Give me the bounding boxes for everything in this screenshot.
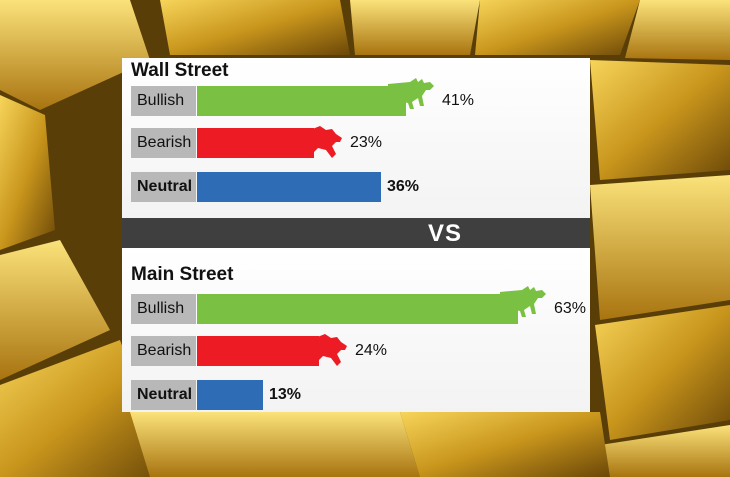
bar-bullish	[197, 294, 518, 324]
row-label: Neutral	[131, 380, 196, 410]
sentiment-panel: Wall Street Bullish 41% Bearish 23% Neut…	[122, 58, 590, 412]
bear-icon	[301, 334, 347, 366]
bear-icon	[296, 126, 342, 158]
pct-label: 41%	[442, 92, 475, 109]
section-title: Wall Street	[131, 60, 229, 81]
bar-neutral	[197, 380, 263, 410]
section-title: Main Street	[131, 264, 234, 285]
wall-street-section: Wall Street Bullish 41% Bearish 23% Neut…	[122, 58, 590, 218]
pct-label: 23%	[350, 134, 383, 151]
row-label: Bearish	[131, 336, 196, 366]
vs-divider: VS	[122, 218, 590, 248]
bar-neutral	[197, 172, 381, 202]
pct-label: 63%	[554, 300, 587, 317]
pct-label: 13%	[269, 386, 302, 403]
row-label: Bearish	[131, 128, 196, 158]
row-label: Bullish	[131, 86, 196, 116]
vs-label: VS	[428, 220, 463, 247]
pct-label: 24%	[355, 342, 388, 359]
pct-label: 36%	[387, 178, 420, 195]
bull-icon	[500, 286, 546, 317]
bar-bullish	[197, 86, 406, 116]
main-street-section: Main Street Bullish 63% Bearish 24% Neut…	[122, 248, 590, 412]
bull-icon	[388, 78, 434, 109]
row-label: Bullish	[131, 294, 196, 324]
bar-bearish	[197, 128, 314, 158]
row-label: Neutral	[131, 172, 196, 202]
bar-bearish	[197, 336, 319, 366]
